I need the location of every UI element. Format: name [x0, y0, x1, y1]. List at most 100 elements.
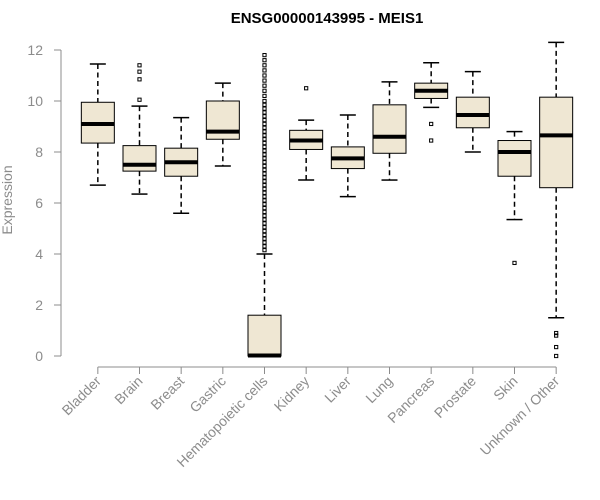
box-group	[164, 116, 199, 214]
outlier-point	[262, 148, 267, 153]
box-body	[497, 140, 532, 177]
outlier-point	[262, 110, 267, 115]
box-body	[247, 314, 282, 357]
outlier-point	[262, 53, 267, 58]
outlier-point	[137, 69, 142, 74]
outlier-point	[262, 202, 267, 207]
y-tick-label: 12	[27, 42, 43, 58]
outlier-point	[262, 144, 267, 150]
box-group	[122, 63, 157, 195]
outlier-point	[137, 77, 142, 82]
outlier-point	[262, 78, 267, 83]
outlier-point	[262, 83, 267, 88]
y-tick-label: 10	[27, 93, 43, 109]
outlier-point	[137, 97, 142, 102]
box-group	[247, 53, 282, 358]
outlier-point	[262, 63, 267, 68]
outlier-point	[262, 88, 267, 93]
x-tick-label: Brain	[111, 373, 145, 407]
y-tick-label: 2	[35, 297, 43, 313]
outlier-point	[262, 167, 267, 172]
outlier-point	[262, 121, 267, 127]
outlier-point	[262, 206, 267, 211]
outlier-point	[262, 118, 267, 123]
outlier-point	[429, 138, 434, 143]
outlier-point	[262, 190, 267, 195]
outlier-point	[262, 213, 267, 218]
y-tick-label: 6	[35, 195, 43, 211]
box-group	[372, 81, 407, 181]
outlier-point	[512, 260, 517, 266]
y-tick-label: 4	[35, 246, 43, 262]
box-group	[539, 41, 574, 359]
outlier-point	[262, 160, 267, 165]
outlier-point	[262, 248, 267, 253]
axes: 0 2 4 6 8 10 12	[27, 42, 557, 374]
outlier-point	[262, 140, 267, 146]
x-tick-label: Kidney	[271, 373, 313, 415]
outlier-point	[262, 175, 267, 180]
outlier-point	[262, 93, 267, 99]
box-group	[455, 70, 490, 153]
outlier-point	[262, 244, 267, 249]
outlier-point	[262, 125, 267, 130]
outlier-point	[262, 186, 267, 192]
chart-title: ENSG00000143995 - MEIS1	[231, 10, 424, 27]
outlier-point	[262, 102, 267, 107]
boxes	[80, 41, 574, 359]
box-group	[497, 130, 532, 266]
y-tick-label: 0	[35, 348, 43, 364]
outlier-point	[554, 353, 559, 359]
x-tick-label: Unknown / Other	[477, 373, 563, 459]
outlier-point	[262, 236, 267, 241]
box-group	[330, 114, 365, 198]
x-tick-label: Bladder	[59, 373, 105, 419]
outlier-point	[137, 63, 142, 68]
outlier-point	[554, 344, 559, 350]
box-group	[414, 62, 449, 143]
outlier-point	[262, 129, 267, 134]
outlier-point	[262, 98, 267, 104]
outlier-point	[262, 194, 267, 199]
outlier-point	[262, 221, 267, 226]
outlier-point	[429, 121, 434, 127]
outlier-point	[262, 171, 267, 176]
outlier-point	[262, 198, 267, 203]
box-group	[205, 82, 240, 167]
outlier-point	[262, 209, 267, 215]
outlier-point	[262, 163, 267, 169]
outlier-point	[554, 333, 559, 338]
outlier-point	[262, 73, 267, 78]
outlier-point	[262, 240, 267, 245]
box-body	[122, 145, 157, 172]
y-axis-label: Expression	[0, 165, 15, 234]
box-body	[539, 96, 574, 189]
outlier-point	[262, 106, 267, 111]
outlier-point	[262, 156, 267, 161]
outlier-point	[554, 330, 559, 336]
outlier-point	[262, 58, 267, 63]
box-body	[372, 104, 407, 154]
outlier-point	[262, 232, 267, 237]
x-tick-label: Skin	[490, 373, 521, 404]
outlier-point	[262, 133, 267, 138]
outlier-point	[262, 152, 267, 157]
outlier-point	[262, 179, 267, 184]
outlier-point	[262, 68, 267, 73]
box-group	[289, 86, 324, 181]
x-tick-label: Liver	[321, 373, 354, 406]
x-tick-label: Prostate	[431, 373, 479, 421]
outlier-point	[304, 86, 309, 91]
x-tick-label: Lung	[362, 373, 395, 406]
outlier-point	[262, 183, 267, 188]
y-tick-label: 8	[35, 144, 43, 160]
outlier-point	[262, 225, 267, 230]
x-tick-label: Breast	[147, 373, 187, 413]
box-group	[80, 63, 115, 186]
outlier-point	[262, 137, 267, 142]
outlier-point	[262, 228, 267, 234]
box-body	[455, 96, 490, 129]
